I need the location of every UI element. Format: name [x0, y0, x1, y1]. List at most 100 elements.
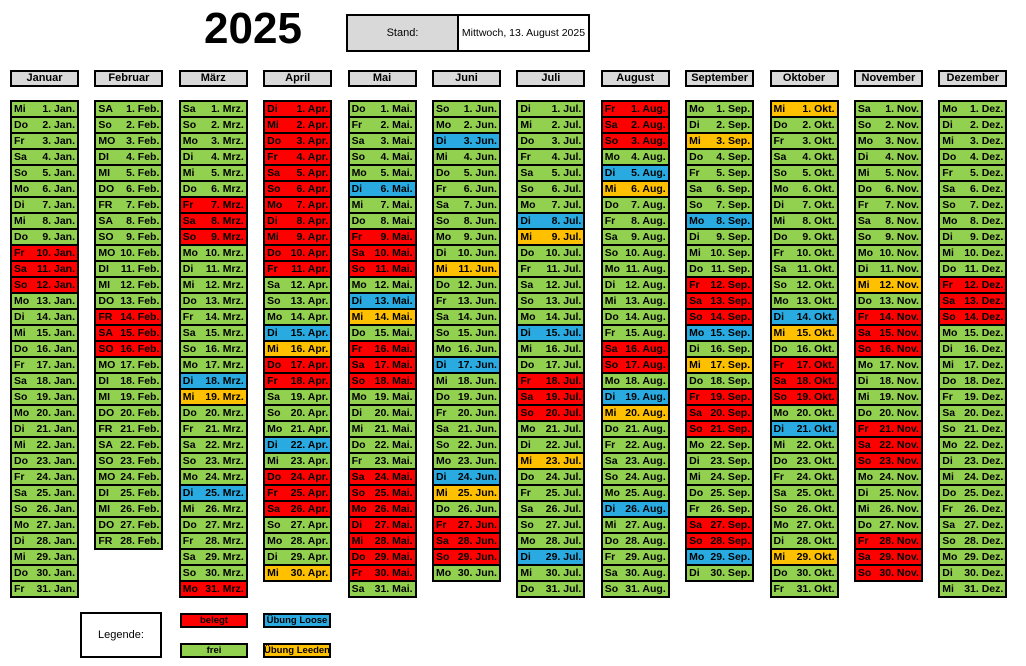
- day-cell[interactable]: Sa 18. Okt.: [769, 372, 839, 390]
- day-cell[interactable]: Mi 2. Jul.: [516, 116, 586, 134]
- day-cell[interactable]: Sa 17. Mai.: [347, 356, 417, 374]
- day-cell[interactable]: So 24. Aug.: [600, 468, 670, 486]
- day-cell[interactable]: Mo 28. Apr.: [263, 532, 333, 550]
- day-cell[interactable]: So 21. Sep.: [685, 420, 755, 438]
- day-cell[interactable]: Sa 22. Nov.: [853, 436, 923, 454]
- day-cell[interactable]: So 13. Jul.: [516, 292, 586, 310]
- day-cell[interactable]: SA 22. Feb.: [94, 436, 164, 454]
- day-cell[interactable]: Do 21. Aug.: [600, 420, 670, 438]
- day-cell[interactable]: So 28. Sep.: [685, 532, 755, 550]
- day-cell[interactable]: Di 24. Jun.: [431, 468, 501, 486]
- day-cell[interactable]: Mo 14. Apr.: [263, 308, 333, 326]
- day-cell[interactable]: Mo 9. Jun.: [431, 228, 501, 246]
- day-cell[interactable]: Fr 20. Jun.: [431, 404, 501, 422]
- day-cell[interactable]: Sa 14. Jun.: [431, 308, 501, 326]
- day-cell[interactable]: So 17. Aug.: [600, 356, 670, 374]
- day-cell[interactable]: Mi 22. Okt.: [769, 436, 839, 454]
- day-cell[interactable]: FR 21. Feb.: [94, 420, 164, 438]
- day-cell[interactable]: Mi 8. Okt.: [769, 212, 839, 230]
- day-cell[interactable]: Sa 20. Dez.: [938, 404, 1008, 422]
- day-cell[interactable]: Sa 30. Aug.: [600, 564, 670, 582]
- day-cell[interactable]: So 31. Aug.: [600, 580, 670, 598]
- day-cell[interactable]: Mo 31. Mrz.: [178, 580, 248, 598]
- day-cell[interactable]: So 23. Mrz.: [178, 452, 248, 470]
- day-cell[interactable]: Sa 4. Jan.: [10, 148, 79, 166]
- day-cell[interactable]: Di 4. Mrz.: [178, 148, 248, 166]
- day-cell[interactable]: Mi 31. Dez.: [938, 580, 1008, 598]
- day-cell[interactable]: Mi 6. Aug.: [600, 180, 670, 198]
- day-cell[interactable]: Di 27. Mai.: [347, 516, 417, 534]
- day-cell[interactable]: Di 22. Jul.: [516, 436, 586, 454]
- day-cell[interactable]: Fr 7. Nov.: [853, 196, 923, 214]
- day-cell[interactable]: Di 11. Mrz.: [178, 260, 248, 278]
- day-cell[interactable]: Sa 8. Nov.: [853, 212, 923, 230]
- day-cell[interactable]: Fr 8. Aug.: [600, 212, 670, 230]
- day-cell[interactable]: DI 4. Feb.: [94, 148, 164, 166]
- day-cell[interactable]: Sa 29. Mrz.: [178, 548, 248, 566]
- day-cell[interactable]: Sa 25. Jan.: [10, 484, 79, 502]
- day-cell[interactable]: Sa 31. Mai.: [347, 580, 417, 598]
- day-cell[interactable]: Do 9. Okt.: [769, 228, 839, 246]
- day-cell[interactable]: So 19. Jan.: [10, 388, 79, 406]
- day-cell[interactable]: DI 25. Feb.: [94, 484, 164, 502]
- day-cell[interactable]: So 26. Okt.: [769, 500, 839, 518]
- day-cell[interactable]: Mo 15. Sep.: [685, 324, 755, 342]
- day-cell[interactable]: Mi 9. Jul.: [516, 228, 586, 246]
- day-cell[interactable]: Sa 7. Jun.: [431, 196, 501, 214]
- day-cell[interactable]: Mo 2. Jun.: [431, 116, 501, 134]
- day-cell[interactable]: Mi 11. Jun.: [431, 260, 501, 278]
- day-cell[interactable]: Di 14. Okt.: [769, 308, 839, 326]
- day-cell[interactable]: Mi 9. Apr.: [263, 228, 333, 246]
- day-cell[interactable]: Mo 1. Dez.: [938, 100, 1008, 118]
- day-cell[interactable]: Do 4. Sep.: [685, 148, 755, 166]
- day-cell[interactable]: Mi 10. Sep.: [685, 244, 755, 262]
- day-cell[interactable]: Mi 1. Okt.: [769, 100, 839, 118]
- day-cell[interactable]: So 14. Sep.: [685, 308, 755, 326]
- day-cell[interactable]: So 22. Jun.: [431, 436, 501, 454]
- day-cell[interactable]: Fr 31. Okt.: [769, 580, 839, 598]
- day-cell[interactable]: Di 5. Aug.: [600, 164, 670, 182]
- day-cell[interactable]: Do 26. Jun.: [431, 500, 501, 518]
- day-cell[interactable]: Fr 16. Mai.: [347, 340, 417, 358]
- day-cell[interactable]: SA 15. Feb.: [94, 324, 164, 342]
- day-cell[interactable]: Sa 15. Mrz.: [178, 324, 248, 342]
- day-cell[interactable]: Do 17. Apr.: [263, 356, 333, 374]
- day-cell[interactable]: So 29. Jun.: [431, 548, 501, 566]
- day-cell[interactable]: So 1. Jun.: [431, 100, 501, 118]
- day-cell[interactable]: So 14. Dez.: [938, 308, 1008, 326]
- day-cell[interactable]: Mi 18. Jun.: [431, 372, 501, 390]
- day-cell[interactable]: Mi 17. Sep.: [685, 356, 755, 374]
- day-cell[interactable]: Mi 26. Nov.: [853, 500, 923, 518]
- day-cell[interactable]: So 7. Dez.: [938, 196, 1008, 214]
- day-cell[interactable]: Mi 19. Mrz.: [178, 388, 248, 406]
- day-cell[interactable]: Mo 11. Aug.: [600, 260, 670, 278]
- day-cell[interactable]: Do 17. Jul.: [516, 356, 586, 374]
- day-cell[interactable]: Mo 6. Okt.: [769, 180, 839, 198]
- day-cell[interactable]: So 30. Mrz.: [178, 564, 248, 582]
- day-cell[interactable]: Do 31. Jul.: [516, 580, 586, 598]
- day-cell[interactable]: So 7. Sep.: [685, 196, 755, 214]
- day-cell[interactable]: Do 20. Mrz.: [178, 404, 248, 422]
- day-cell[interactable]: So 15. Jun.: [431, 324, 501, 342]
- day-cell[interactable]: Mo 25. Aug.: [600, 484, 670, 502]
- day-cell[interactable]: Mi 21. Mai.: [347, 420, 417, 438]
- day-cell[interactable]: Fr 30. Mai.: [347, 564, 417, 582]
- day-cell[interactable]: FR 28. Feb.: [94, 532, 164, 550]
- day-cell[interactable]: Mo 21. Jul.: [516, 420, 586, 438]
- day-cell[interactable]: Fr 2. Mai.: [347, 116, 417, 134]
- day-cell[interactable]: So 2. Feb.: [94, 116, 164, 134]
- day-cell[interactable]: Fr 24. Okt.: [769, 468, 839, 486]
- day-cell[interactable]: Mi 20. Aug.: [600, 404, 670, 422]
- day-cell[interactable]: Mi 28. Mai.: [347, 532, 417, 550]
- day-cell[interactable]: So 18. Mai.: [347, 372, 417, 390]
- day-cell[interactable]: Fr 26. Dez.: [938, 500, 1008, 518]
- day-cell[interactable]: Sa 5. Apr.: [263, 164, 333, 182]
- day-cell[interactable]: Fr 7. Mrz.: [178, 196, 248, 214]
- day-cell[interactable]: Fr 27. Jun.: [431, 516, 501, 534]
- day-cell[interactable]: Mi 7. Mai.: [347, 196, 417, 214]
- day-cell[interactable]: Mo 14. Jul.: [516, 308, 586, 326]
- day-cell[interactable]: Fr 25. Apr.: [263, 484, 333, 502]
- day-cell[interactable]: Do 2. Jan.: [10, 116, 79, 134]
- day-cell[interactable]: So 16. Nov.: [853, 340, 923, 358]
- day-cell[interactable]: Fr 29. Aug.: [600, 548, 670, 566]
